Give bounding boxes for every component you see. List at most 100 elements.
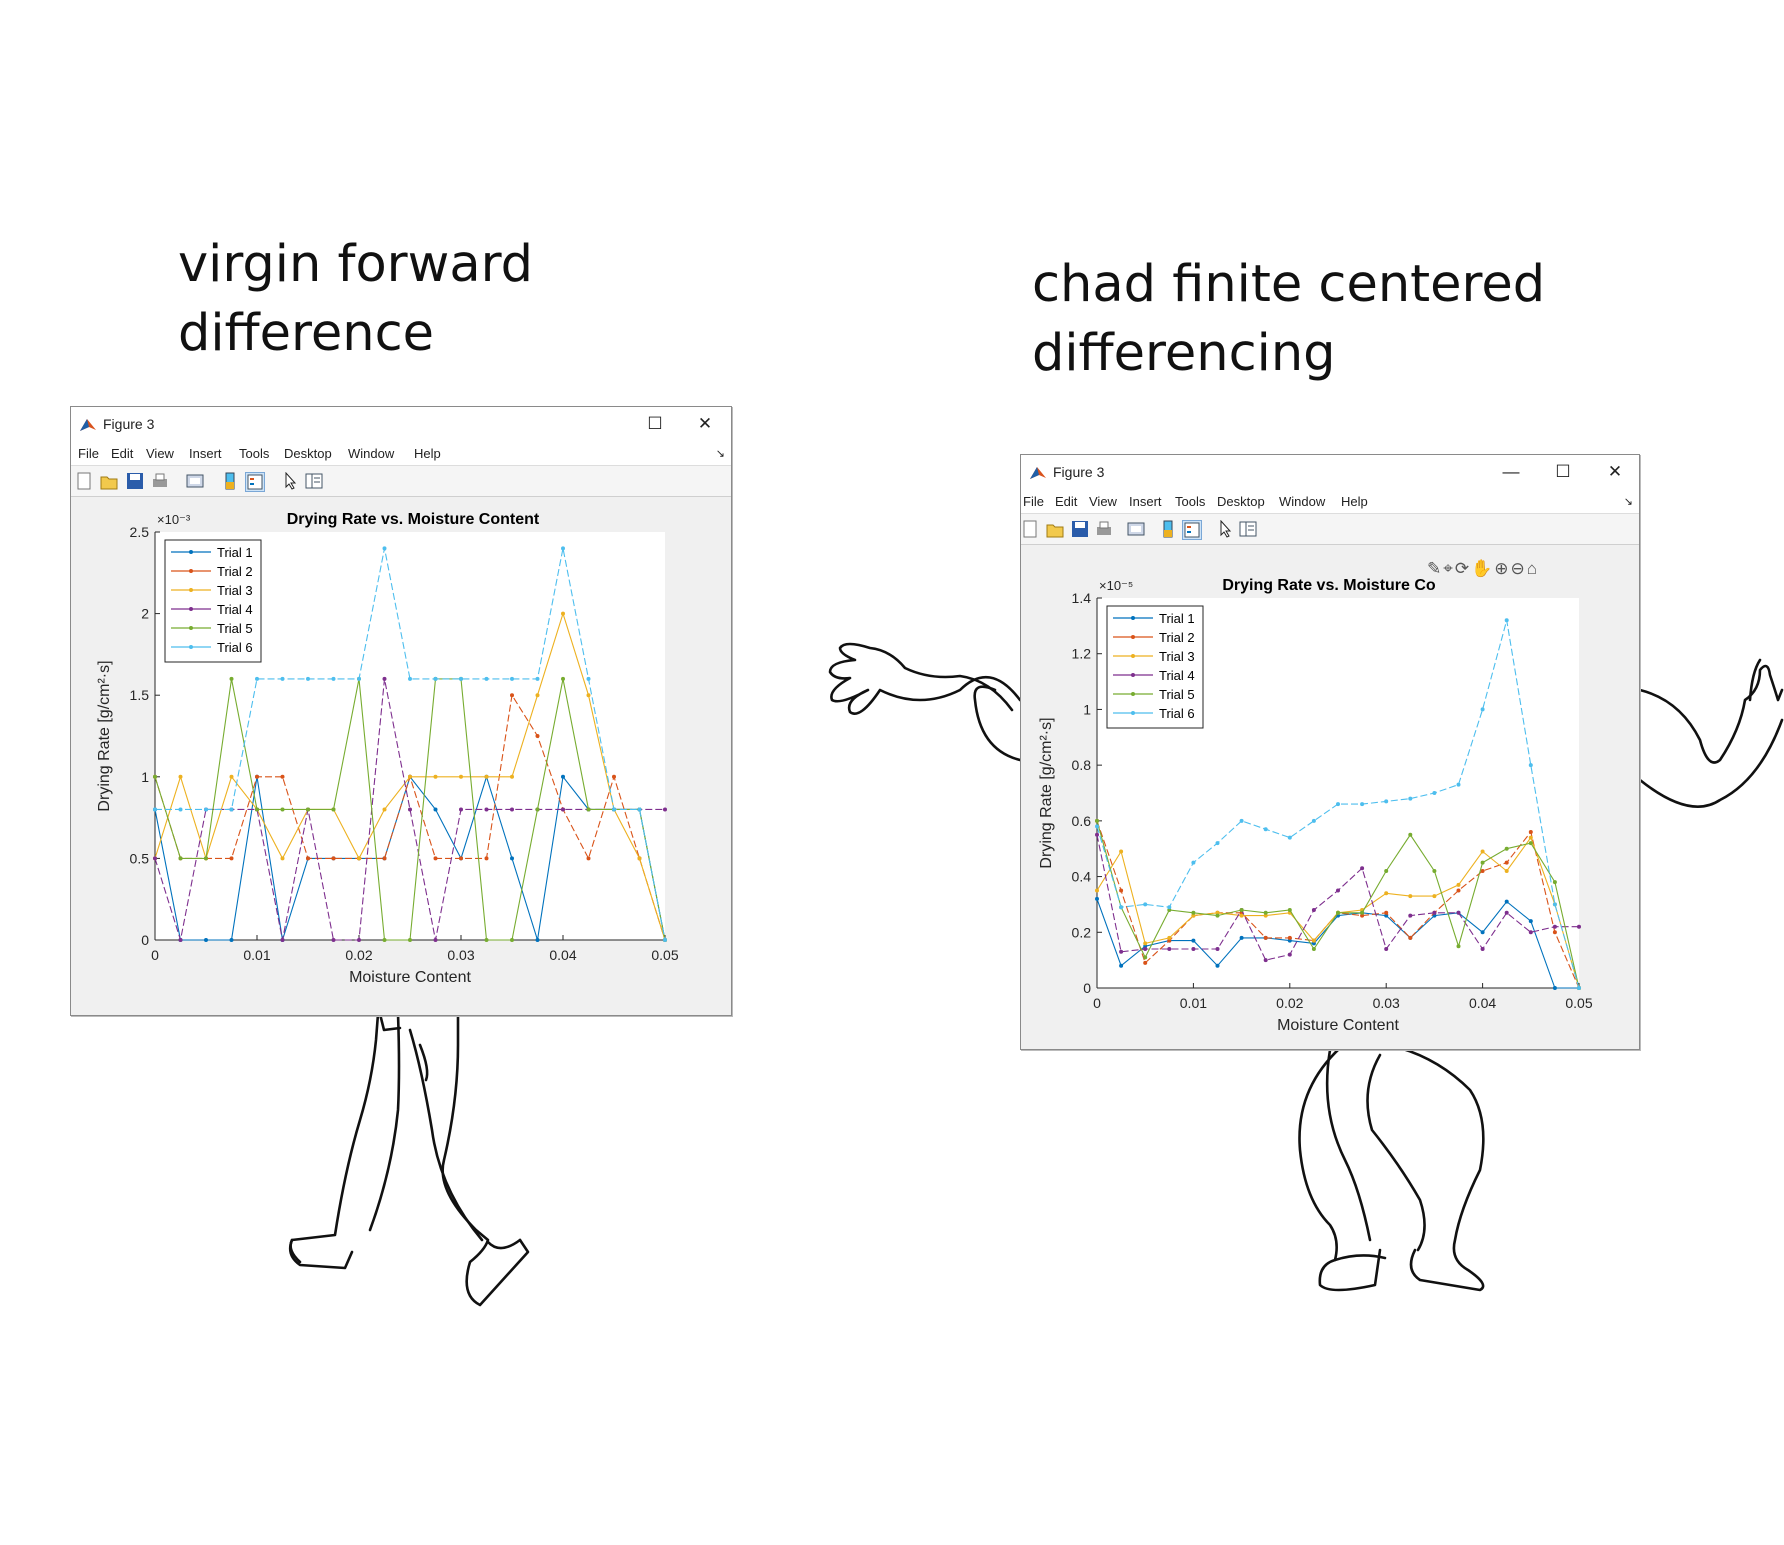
y-tick-label: 2 (141, 606, 149, 622)
dock-arrow-icon[interactable]: ↘ (715, 448, 725, 460)
menu-view[interactable]: View (146, 446, 174, 461)
x-tick-label: 0 (151, 947, 159, 963)
maximize-button[interactable]: ☐ (635, 409, 675, 439)
maximize-icon: ☐ (1555, 462, 1571, 481)
data-point (1287, 908, 1292, 912)
menu-file[interactable]: File (1023, 494, 1044, 509)
figure-window-left[interactable]: Figure 3 ☐ ✕ File Edit View Insert Tools… (70, 406, 732, 1016)
print-preview-icon[interactable] (1127, 520, 1145, 538)
data-point (1528, 830, 1533, 834)
rotate-icon[interactable]: ⟳ (1454, 559, 1472, 578)
title-bar[interactable]: Figure 3 ☐ ✕ (71, 407, 731, 443)
home-icon[interactable]: ⌂ (1526, 559, 1540, 578)
close-icon: ✕ (1607, 462, 1623, 481)
pan-icon[interactable]: ✋ (1471, 559, 1495, 578)
matlab-icon (1030, 467, 1046, 479)
new-figure-icon[interactable] (1021, 520, 1039, 538)
axes-toolbar[interactable]: ✎⌖⟳✋⊕⊖⌂ (1427, 559, 1539, 579)
colorbar-icon[interactable] (221, 472, 239, 490)
legend-icon[interactable] (1182, 520, 1202, 540)
print-icon[interactable] (151, 472, 169, 490)
property-editor-icon[interactable] (305, 472, 323, 490)
data-point (1119, 849, 1124, 854)
legend-entry: Trial 6 (217, 640, 253, 655)
chart-right[interactable]: 0 0.01 0.02 0.03 0.04 0.05 0 0.2 0.4 0.6 0.8 1 1.2 1.… (1021, 544, 1639, 1048)
title-bar[interactable]: Figure 3 — ☐ ✕ (1021, 455, 1639, 491)
data-point (1480, 930, 1485, 935)
data-point (382, 938, 387, 942)
legend-entry: Trial 1 (217, 545, 253, 560)
data-point (1167, 935, 1172, 940)
menu-edit[interactable]: Edit (1055, 494, 1078, 509)
menu-file[interactable]: File (78, 446, 99, 461)
dock-arrow-icon[interactable]: ↘ (1623, 496, 1633, 508)
legend-entry: Trial 6 (1159, 706, 1195, 721)
x-tick-label: 0.02 (345, 947, 372, 963)
data-point (204, 938, 208, 942)
menu-insert[interactable]: Insert (1129, 494, 1162, 509)
data-point (1528, 763, 1533, 768)
menu-tools[interactable]: Tools (239, 446, 270, 461)
data-point (1504, 846, 1509, 851)
zoom-out-icon[interactable]: ⊖ (1510, 559, 1527, 578)
data-point (382, 807, 387, 812)
close-button[interactable]: ✕ (685, 409, 725, 439)
y-axis-label: Drying Rate [g/cm²·s] (96, 660, 113, 811)
menu-help[interactable]: Help (1341, 494, 1368, 509)
data-point (1287, 935, 1292, 940)
data-point (1167, 938, 1172, 943)
new-figure-icon[interactable] (75, 472, 93, 490)
menu-desktop[interactable]: Desktop (284, 446, 332, 461)
pointer-icon[interactable] (281, 472, 299, 490)
zoom-in-icon[interactable]: ⊕ (1494, 559, 1511, 578)
y-tick-label: 1 (1083, 701, 1091, 717)
data-point (1311, 908, 1316, 912)
data-point (663, 938, 667, 942)
data-point (1456, 782, 1461, 787)
menu-window[interactable]: Window (1279, 494, 1326, 509)
open-file-icon[interactable] (1046, 520, 1064, 538)
legend-entry: Trial 2 (217, 564, 253, 579)
menu-bar: File Edit View Insert Tools Desktop Wind… (71, 443, 731, 465)
colorbar-icon[interactable] (1159, 520, 1177, 538)
y-tick-label: 0.6 (1072, 813, 1092, 829)
data-point (1263, 935, 1268, 940)
print-preview-icon[interactable] (186, 472, 204, 490)
menu-window[interactable]: Window (348, 446, 395, 461)
brush-icon[interactable]: ✎ (1427, 559, 1444, 578)
menu-help[interactable]: Help (414, 446, 441, 461)
data-point (1360, 910, 1365, 915)
save-icon[interactable] (1071, 520, 1089, 538)
minimize-button[interactable]: — (1491, 457, 1531, 487)
property-editor-icon[interactable] (1239, 520, 1257, 538)
close-button[interactable]: ✕ (1595, 457, 1635, 487)
y-tick-label: 1 (141, 769, 149, 785)
data-point (1336, 802, 1340, 807)
data-point (561, 546, 565, 551)
data-point (1552, 924, 1557, 929)
data-point (1384, 799, 1389, 804)
data-point (433, 676, 438, 681)
pointer-icon[interactable] (1216, 520, 1234, 538)
maximize-button[interactable]: ☐ (1543, 457, 1583, 487)
data-point (1095, 818, 1099, 823)
open-file-icon[interactable] (100, 472, 118, 490)
menu-edit[interactable]: Edit (111, 446, 134, 461)
data-point (663, 807, 667, 812)
legend-icon[interactable] (245, 472, 265, 492)
chart-left[interactable]: 0 0.01 0.02 0.03 0.04 0.05 0 0.5 1 1.5 2 2.5 ×10⁻³ Dr… (71, 496, 731, 1014)
data-point (561, 676, 565, 681)
data-point (612, 774, 616, 779)
data-tip-icon[interactable]: ⌖ (1443, 559, 1455, 578)
menu-insert[interactable]: Insert (189, 446, 222, 461)
menu-view[interactable]: View (1089, 494, 1117, 509)
figure-window-right[interactable]: Figure 3 — ☐ ✕ File Edit View Insert Too… (1020, 454, 1640, 1050)
data-point (153, 856, 157, 861)
menu-tools[interactable]: Tools (1175, 494, 1206, 509)
data-point (229, 807, 234, 812)
save-icon[interactable] (126, 472, 144, 490)
data-point (535, 938, 540, 942)
data-point (1504, 910, 1509, 915)
menu-desktop[interactable]: Desktop (1217, 494, 1265, 509)
print-icon[interactable] (1095, 520, 1113, 538)
